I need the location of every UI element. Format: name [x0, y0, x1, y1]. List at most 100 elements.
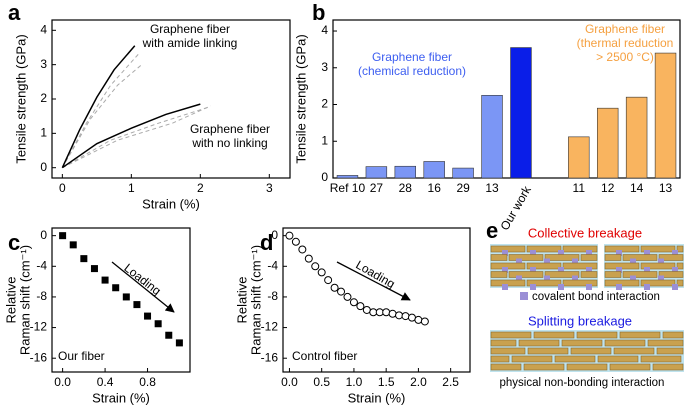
point: [420, 317, 429, 326]
y-tick-label: 0: [321, 170, 328, 184]
bond: [530, 250, 536, 256]
brick: [604, 254, 622, 261]
brick: [640, 279, 676, 287]
bond: [586, 284, 592, 290]
legend-swatch: [520, 292, 528, 300]
y-tick-label: -12: [261, 320, 279, 334]
brick: [652, 363, 684, 371]
y-tick-label: -8: [36, 289, 47, 303]
y-tick-label: 2: [40, 91, 47, 105]
brick: [622, 271, 658, 278]
brick: [526, 262, 562, 270]
brick: [609, 363, 651, 371]
x-tick-label: 1.0: [346, 375, 363, 389]
x-tick-label: 0.8: [139, 375, 156, 389]
bar: [423, 161, 445, 179]
point: [414, 315, 423, 324]
x-tick-label: 13: [485, 181, 499, 195]
bond: [572, 258, 578, 265]
point: [311, 262, 320, 271]
collective-title: Collective breakage: [528, 225, 642, 240]
brick: [676, 279, 684, 287]
bar: [568, 136, 590, 179]
brick: [554, 355, 596, 363]
point: [285, 231, 294, 240]
bond: [558, 250, 564, 256]
y-axis-label: Tensile strength (GPa): [293, 34, 308, 163]
y-axis-label: Raman shift (cm⁻¹): [17, 245, 32, 355]
point: [330, 283, 339, 292]
point: [362, 305, 371, 314]
y-tick-label: -16: [30, 350, 48, 364]
brick: [526, 245, 562, 253]
point: [382, 308, 391, 317]
x-axis-label: Strain (%): [92, 390, 150, 405]
brick: [597, 355, 639, 363]
bar: [394, 165, 417, 179]
line: [61, 45, 136, 169]
bond: [672, 250, 678, 256]
point: [337, 287, 346, 296]
x-tick-label: 2.5: [442, 375, 459, 389]
brick: [508, 254, 544, 261]
brick: [647, 339, 684, 347]
bond: [530, 267, 536, 273]
x-tick-label: 29: [456, 181, 470, 195]
bond: [572, 275, 578, 282]
annotation: Control fiber: [292, 349, 357, 363]
plot-frame: [282, 227, 471, 373]
point: [349, 298, 358, 307]
x-tick-label: 0.5: [313, 375, 330, 389]
panel-letter: a: [8, 0, 21, 25]
brick: [523, 363, 565, 371]
brick: [561, 339, 603, 347]
brick: [544, 254, 580, 261]
y-axis-label: Relative: [234, 277, 249, 324]
brick: [640, 245, 676, 253]
y-tick-label: 4: [40, 22, 47, 36]
bond: [616, 250, 622, 256]
y-tick-label: 3: [321, 60, 328, 74]
brick: [566, 363, 608, 371]
bar: [481, 95, 503, 179]
y-tick-label: -4: [36, 258, 47, 272]
x-tick-label: 3: [266, 181, 273, 195]
point: [291, 237, 300, 246]
annotation: with no linking: [191, 136, 267, 150]
bar: [596, 107, 619, 179]
brick: [658, 271, 684, 278]
bond: [658, 258, 664, 265]
bond: [644, 267, 650, 273]
brick: [518, 339, 560, 347]
x-tick-label: 14: [630, 181, 644, 195]
brick: [662, 331, 684, 339]
x-tick-label: 28: [399, 181, 413, 195]
brick: [490, 254, 508, 261]
bar: [365, 166, 388, 179]
splitting-title: Splitting breakage: [528, 313, 632, 328]
bond: [558, 284, 564, 290]
bond: [630, 258, 636, 265]
point: [395, 311, 404, 320]
point: [356, 302, 365, 311]
brick: [604, 339, 646, 347]
brick: [490, 347, 526, 355]
point: [324, 276, 333, 285]
brick: [580, 254, 598, 261]
bond: [516, 275, 522, 282]
point: [154, 320, 162, 328]
panel-letter: c: [8, 230, 20, 255]
brick: [570, 347, 612, 355]
point: [317, 268, 326, 277]
brick: [640, 262, 676, 270]
x-axis-label: Strain (%): [348, 390, 406, 405]
bond: [502, 267, 508, 273]
annotation: Graphene fiber: [190, 122, 270, 136]
point: [175, 339, 183, 347]
x-tick-label: 12: [601, 181, 615, 195]
brick: [526, 279, 562, 287]
point: [80, 255, 88, 263]
x-tick-label: 13: [659, 181, 673, 195]
brick: [544, 271, 580, 278]
bond: [586, 250, 592, 256]
